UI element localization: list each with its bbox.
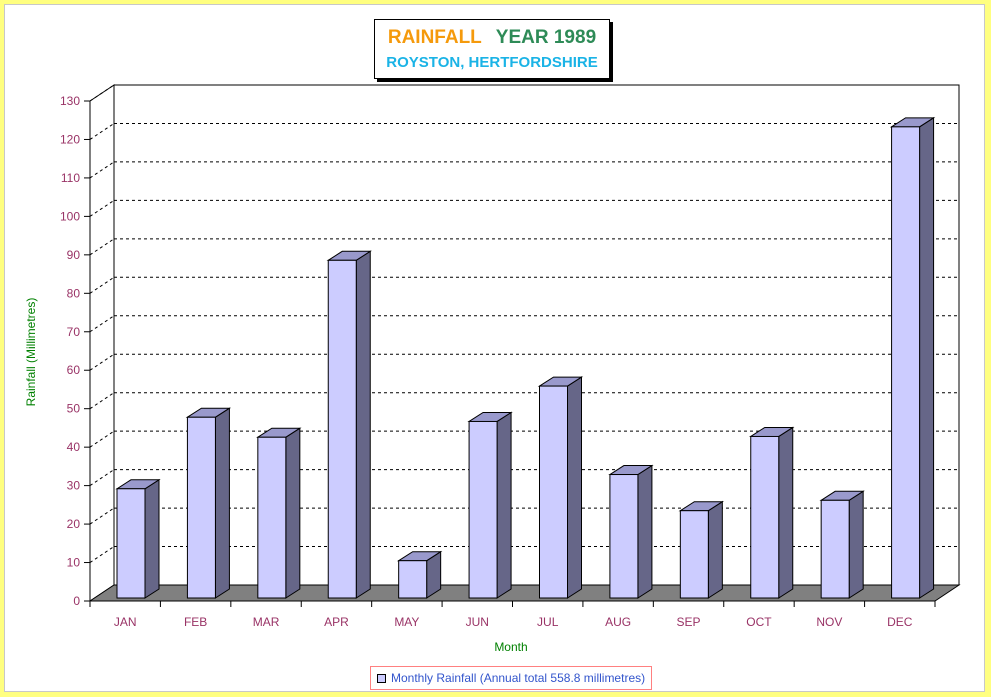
bar-mar xyxy=(256,427,302,599)
x-tick-label: APR xyxy=(324,615,349,629)
bar-front xyxy=(820,499,850,599)
bar-front xyxy=(468,420,498,599)
bar-side xyxy=(778,426,794,599)
bar-dec xyxy=(889,116,936,599)
x-axis-title: Month xyxy=(494,640,527,654)
y-tick-label: 80 xyxy=(67,286,81,300)
gridline-side xyxy=(89,84,115,102)
chart-title-box: RAINFALL YEAR 1989 ROYSTON, HERTFORDSHIRE xyxy=(374,19,610,79)
x-tick-label: OCT xyxy=(746,615,772,629)
x-tick-label: JAN xyxy=(114,615,137,629)
chart-title-line: RAINFALL YEAR 1989 xyxy=(375,27,609,49)
bar-oct xyxy=(749,426,795,599)
legend-swatch xyxy=(377,673,386,683)
x-tick-label: FEB xyxy=(184,615,207,629)
legend: Monthly Rainfall (Annual total 558.8 mil… xyxy=(370,666,653,690)
bar-side xyxy=(144,478,160,599)
y-tick-label: 120 xyxy=(60,132,80,146)
gridline-side xyxy=(89,507,115,525)
bar-side xyxy=(848,490,864,599)
gridlines xyxy=(89,84,959,563)
bar-front xyxy=(327,259,357,599)
gridline-side xyxy=(89,353,115,371)
y-tick-label: 50 xyxy=(67,402,81,416)
x-tick-label: AUG xyxy=(605,615,631,629)
bar-front xyxy=(891,126,921,599)
x-tick-label: MAY xyxy=(394,615,419,629)
chart-title: RAINFALL xyxy=(387,27,482,48)
chart-title-year: YEAR 1989 xyxy=(495,27,597,48)
y-tick-label: 0 xyxy=(73,594,80,608)
bar-feb xyxy=(185,407,232,599)
gridline-side xyxy=(89,392,115,410)
chart-subtitle: ROYSTON, HERTFORDSHIRE xyxy=(386,54,598,71)
bar-sep xyxy=(678,500,725,599)
x-tick-label: JUL xyxy=(537,615,559,629)
bar-side xyxy=(707,500,723,599)
bar-front xyxy=(750,435,780,599)
bar-side xyxy=(285,427,301,599)
bar-front xyxy=(186,416,216,599)
gridline-side xyxy=(89,276,115,294)
y-tick-label: 30 xyxy=(67,479,81,493)
bar-front xyxy=(257,436,287,599)
side-wall xyxy=(89,84,115,602)
y-tick-label: 130 xyxy=(60,94,80,108)
bar-may xyxy=(396,550,443,599)
y-tick-label: 110 xyxy=(61,171,80,185)
bar-front xyxy=(679,510,709,599)
bar-aug xyxy=(608,464,654,599)
x-tick-label: JUN xyxy=(466,615,489,629)
y-tick-label: 20 xyxy=(67,517,81,531)
bar-nov xyxy=(819,490,865,599)
bar-jun xyxy=(467,411,513,599)
bar-side xyxy=(355,250,371,599)
gridline-side xyxy=(89,546,115,563)
bar-side xyxy=(496,411,512,599)
back-wall xyxy=(113,84,960,586)
bar-jan xyxy=(115,478,161,599)
bar-front xyxy=(539,385,568,599)
bar-front xyxy=(609,474,639,599)
legend-label: Monthly Rainfall (Annual total 558.8 mil… xyxy=(391,671,646,685)
x-tick-label: DEC xyxy=(887,615,913,629)
gridline-side xyxy=(89,161,115,179)
x-tick-label: MAR xyxy=(253,615,280,629)
bars xyxy=(115,116,936,599)
gridline-side xyxy=(89,123,115,140)
x-tick-label: SEP xyxy=(677,615,701,629)
y-tick-label: 60 xyxy=(67,363,81,377)
bar-jul xyxy=(537,376,584,599)
bar-side xyxy=(637,464,653,599)
y-tick-label: 90 xyxy=(67,248,81,262)
gridline-side xyxy=(89,430,115,448)
gridline-side xyxy=(89,238,115,256)
y-axis-title: Rainfall (Millimetres) xyxy=(24,298,38,407)
x-tick-label: NOV xyxy=(816,615,842,629)
bar-side xyxy=(567,376,582,599)
bar-apr xyxy=(326,250,372,599)
bar-side xyxy=(214,407,230,599)
chart-walls xyxy=(88,84,961,602)
y-tick-label: 40 xyxy=(67,440,81,454)
axes: 0 10 20 30 40 50 60 70 80 90 100 110 120 130 JAN FEB MAR… xyxy=(60,94,936,629)
bar-front xyxy=(398,560,428,599)
y-tick-label: 10 xyxy=(67,556,81,570)
bar-side xyxy=(919,116,935,599)
y-tick-label: 100 xyxy=(60,209,80,223)
gridline-side xyxy=(89,199,115,217)
y-tick-label: 70 xyxy=(67,325,81,339)
gridline-side xyxy=(89,469,115,487)
bar-front xyxy=(116,488,146,599)
gridline-side xyxy=(89,315,115,333)
